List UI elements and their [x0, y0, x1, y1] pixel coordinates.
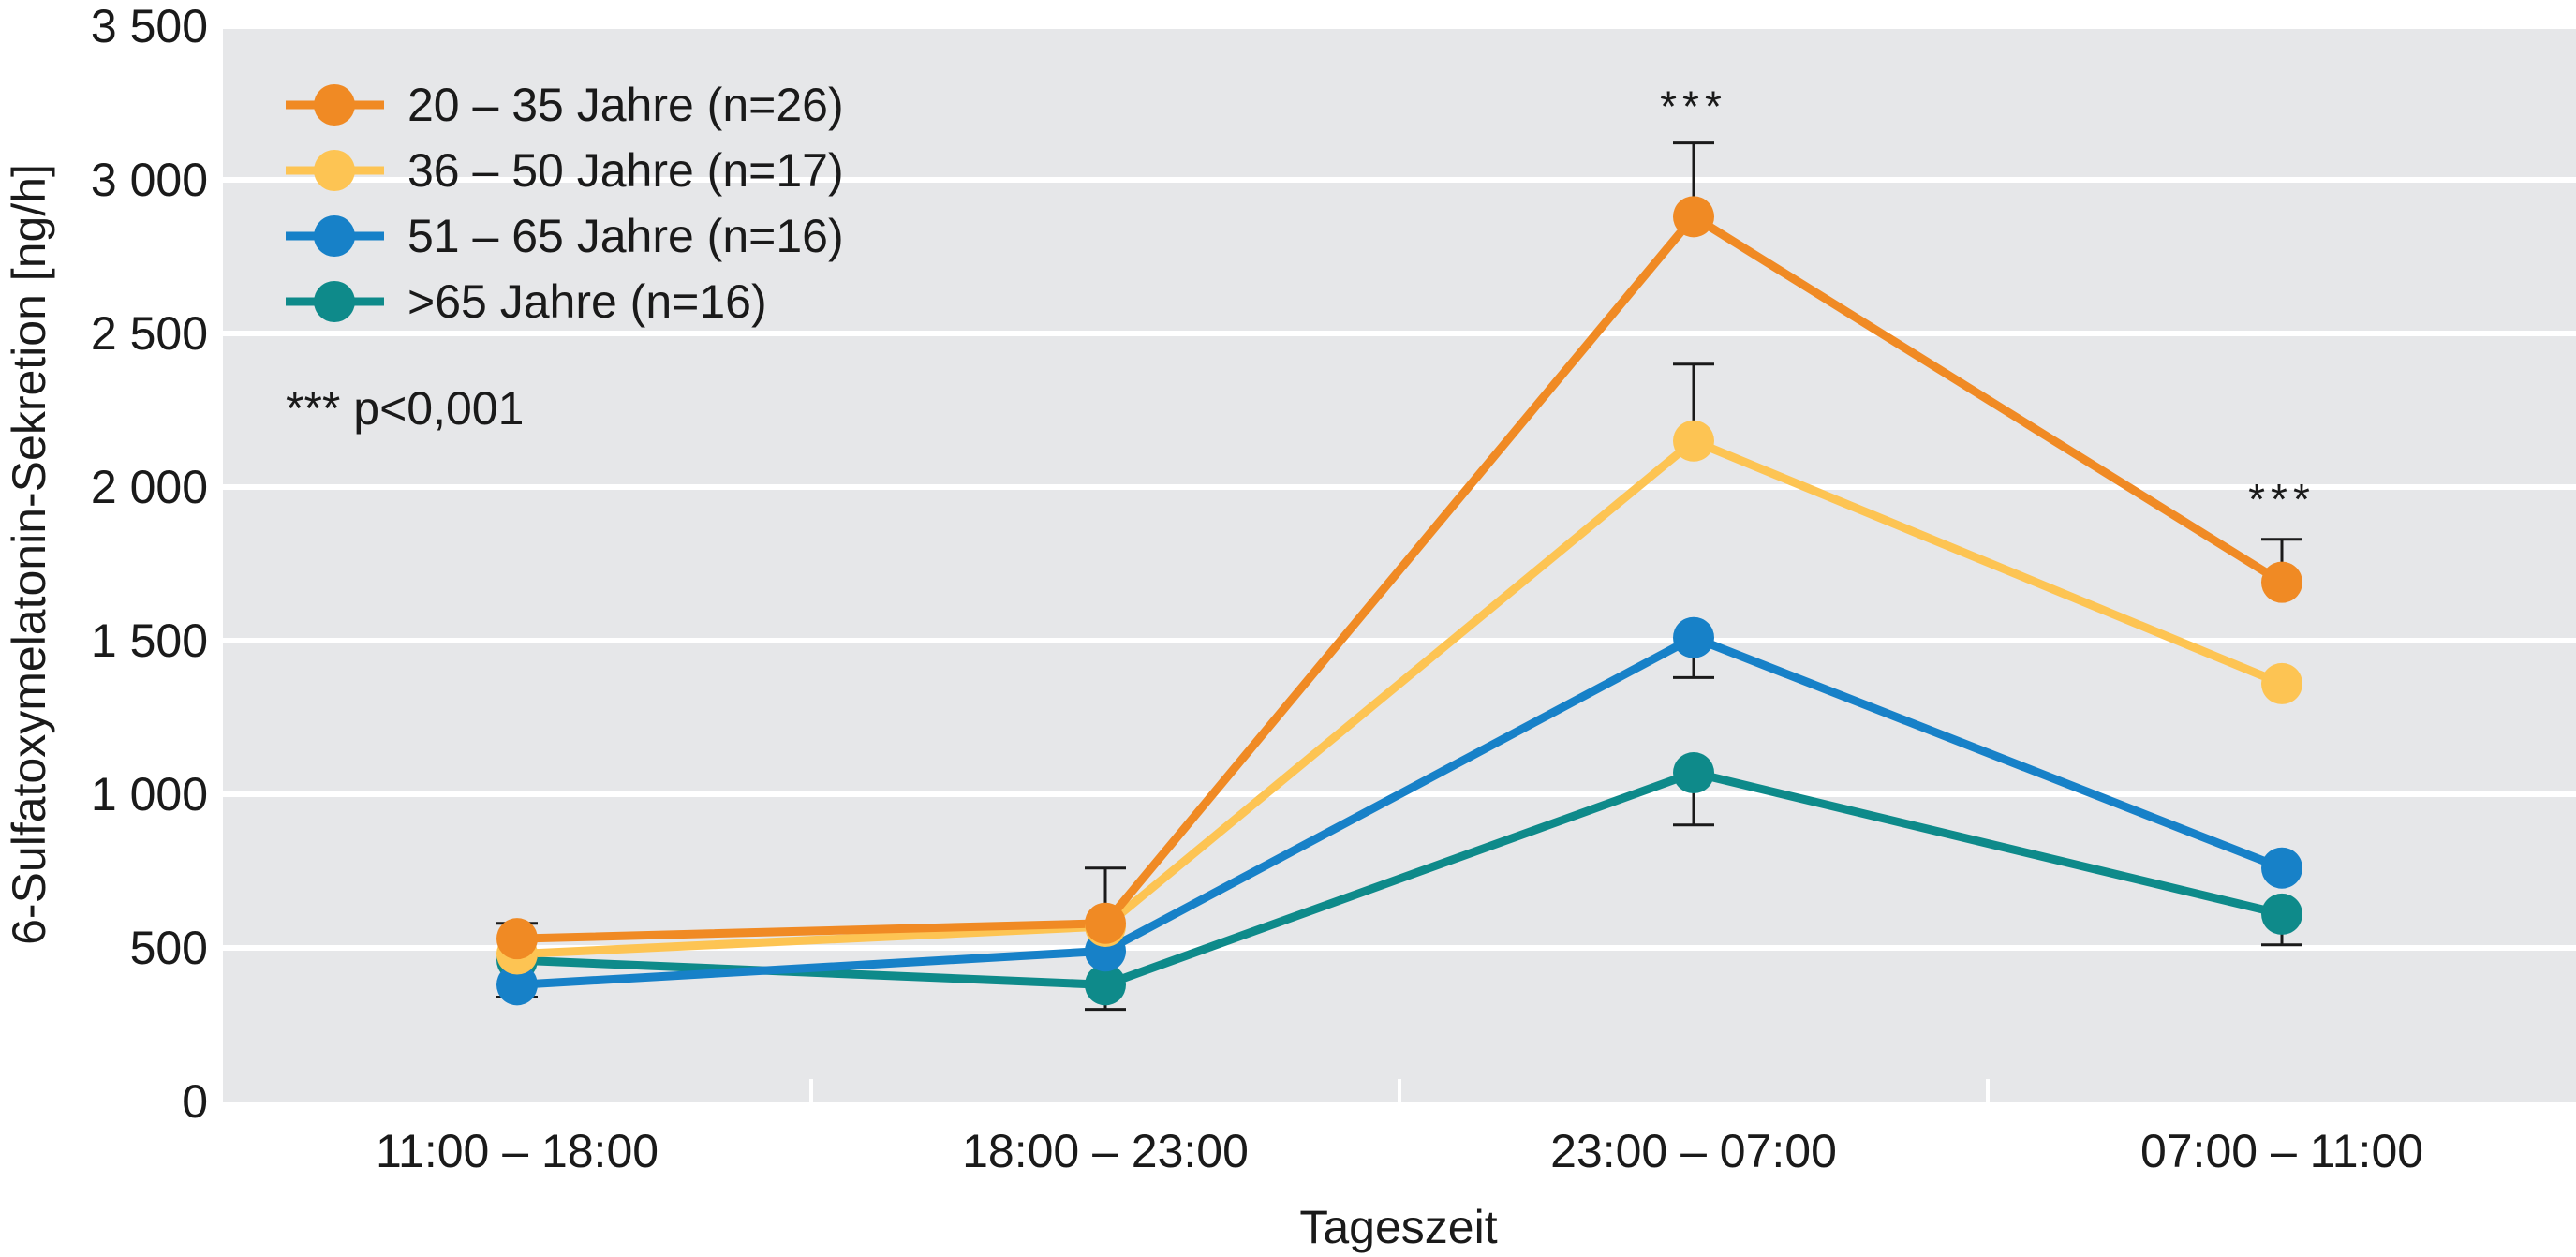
y-tick-label: 3 000 — [91, 154, 208, 206]
category-dividers — [809, 1079, 1990, 1102]
legend-entry: 36 – 50 Jahre (n=17) — [407, 144, 844, 197]
legend: 20 – 35 Jahre (n=26) 36 – 50 Jahre (n=17)… — [286, 79, 844, 328]
data-point — [1085, 902, 1126, 944]
legend-entry: 20 – 35 Jahre (n=26) — [407, 79, 844, 131]
x-axis-ticks: 11:00 – 18:00 18:00 – 23:00 23:00 – 07:00 0… — [376, 1125, 2423, 1177]
y-tick-label: 1 000 — [91, 768, 208, 821]
legend-swatch-marker — [314, 150, 355, 191]
x-tick-label: 18:00 – 23:00 — [962, 1125, 1249, 1177]
x-tick-label: 23:00 – 07:00 — [1550, 1125, 1837, 1177]
data-point — [2261, 561, 2302, 603]
legend-entry: 51 – 65 Jahre (n=16) — [407, 210, 844, 262]
legend-swatch-marker — [314, 281, 355, 322]
y-tick-label: 0 — [182, 1075, 208, 1128]
data-point — [2261, 662, 2302, 704]
y-tick-label: 1 500 — [91, 614, 208, 667]
data-point — [1673, 420, 1714, 462]
data-point — [1673, 752, 1714, 794]
series-line — [516, 633, 2284, 989]
significance-note: *** p<0,001 — [286, 382, 524, 435]
data-point — [1085, 964, 1126, 1006]
y-tick-label: 500 — [130, 922, 208, 974]
x-axis-label: Tageszeit — [1299, 1201, 1497, 1253]
data-points — [496, 196, 2302, 1006]
y-tick-label: 2 500 — [91, 307, 208, 360]
legend-swatch-marker — [314, 84, 355, 126]
data-point — [2261, 847, 2302, 889]
series-line — [516, 768, 2284, 989]
legend-swatch-marker — [314, 215, 355, 257]
data-point — [1673, 196, 1714, 238]
series-lines — [516, 212, 2285, 989]
x-tick-label: 07:00 – 11:00 — [2140, 1125, 2423, 1177]
significance-annotation: *** — [1660, 81, 1727, 130]
x-tick-label: 11:00 – 18:00 — [376, 1125, 659, 1177]
significance-annotations: *** *** — [1660, 81, 2316, 524]
series-line — [516, 212, 2285, 943]
data-point — [2261, 893, 2302, 935]
y-axis-ticks: 0 500 1 000 1 500 2 000 2 500 3 000 3 500 — [91, 0, 208, 1128]
y-tick-label: 3 500 — [91, 0, 208, 52]
data-point — [496, 918, 538, 960]
series-line — [516, 436, 2284, 959]
data-point — [1673, 616, 1714, 658]
significance-annotation: *** — [2248, 475, 2316, 524]
legend-entry: >65 Jahre (n=16) — [407, 275, 767, 328]
data-point — [496, 964, 538, 1006]
y-tick-label: 2 000 — [91, 461, 208, 513]
y-axis-label: 6-Sulfatoxymelatonin-Sekretion [ng/h] — [3, 164, 55, 945]
